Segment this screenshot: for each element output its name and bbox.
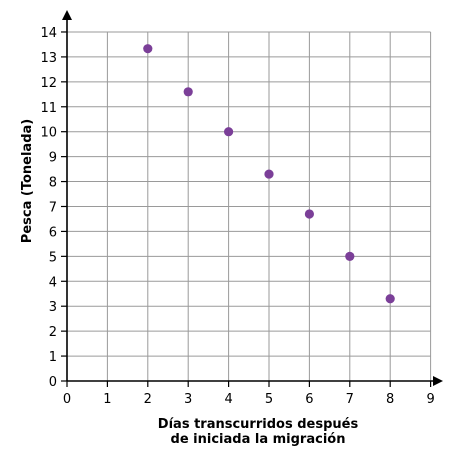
x-axis-title-line-1: Días transcurridos después [158,417,359,432]
y-tick-label: 6 [49,225,57,240]
data-points [143,44,395,304]
y-tick-label: 13 [40,51,57,66]
x-tick-label: 9 [426,392,434,407]
x-tick-labels: 0 1 2 3 4 5 6 7 8 9 [63,392,435,407]
y-tick-label: 0 [49,375,57,390]
y-axis-title: Pesca (Tonelada) [20,119,35,243]
x-axis-title-line-2: de iniciada la migración [171,432,346,447]
data-point [143,44,153,54]
axes [61,10,443,387]
x-tick-label: 4 [224,392,232,407]
y-tick-label: 5 [49,250,57,265]
y-tick-label: 14 [40,26,57,41]
y-tick-label: 8 [49,176,57,191]
x-tick-label: 5 [265,392,273,407]
y-axis-arrow [62,10,72,20]
y-tick-label: 11 [40,101,57,116]
y-tick-label: 2 [49,325,57,340]
x-axis-arrow [433,376,443,386]
x-tick-label: 3 [184,392,192,407]
x-tick-label: 1 [103,392,111,407]
data-point [345,251,355,261]
x-tick-label: 6 [305,392,313,407]
y-tick-label: 7 [49,200,57,215]
data-point [224,127,234,137]
x-tick-label: 8 [386,392,394,407]
data-point [264,169,274,179]
y-tick-label: 10 [40,126,57,141]
data-point [304,209,314,219]
y-tick-label: 1 [49,350,57,365]
y-tick-label: 12 [40,76,57,91]
y-tick-label: 3 [49,300,57,315]
grid [67,31,432,381]
y-tick-label: 9 [49,151,57,166]
x-tick-label: 7 [346,392,354,407]
x-tick-label: 2 [144,392,152,407]
data-point [385,294,395,304]
x-tick-label: 0 [63,392,71,407]
y-tick-label: 4 [49,275,57,290]
data-point [183,87,193,97]
